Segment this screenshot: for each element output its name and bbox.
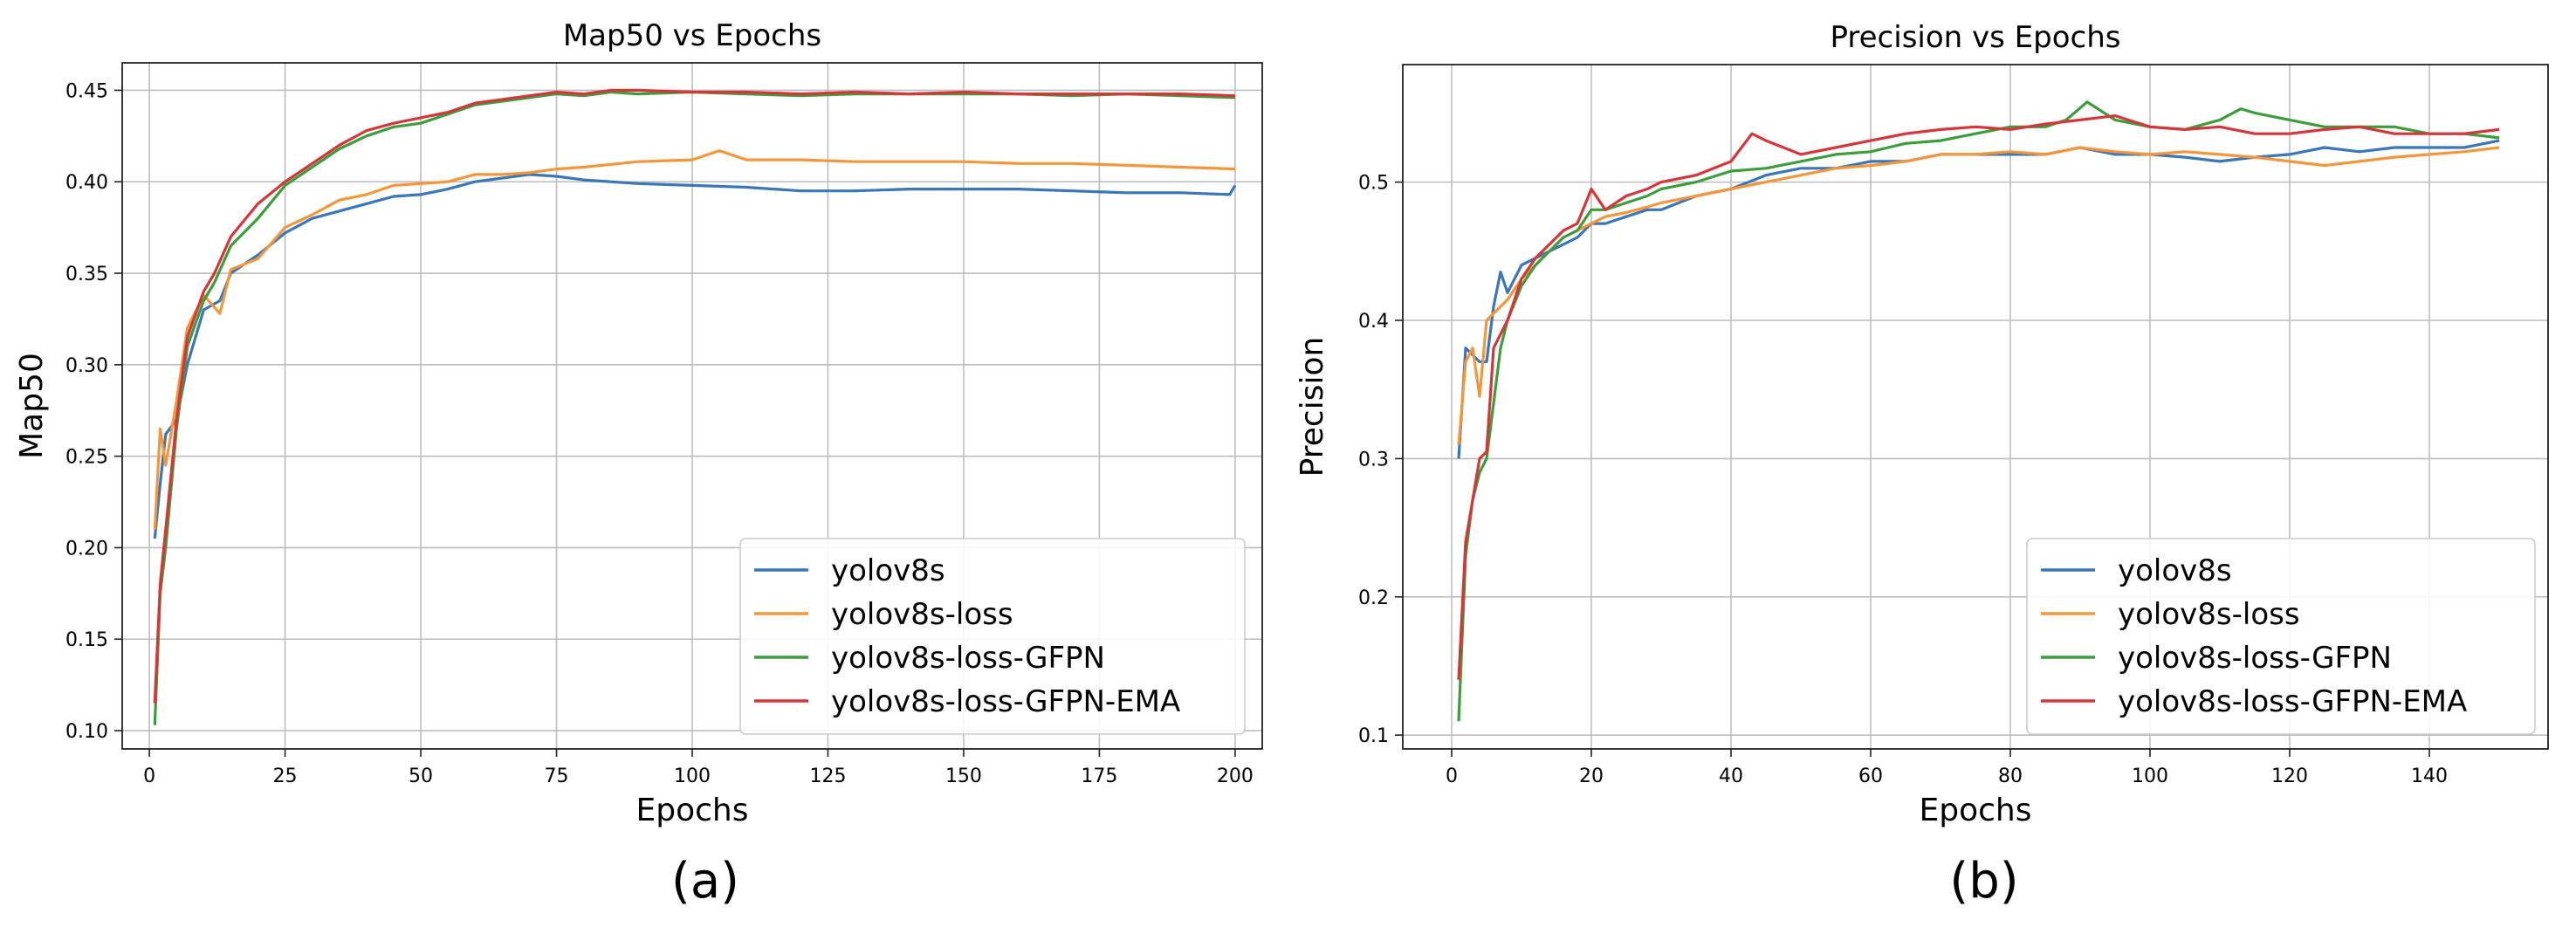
series-line-yolov8s-loss-GFPN-EMA <box>1457 114 2500 680</box>
x-axis-label: Epochs <box>1920 793 2032 828</box>
legend-entry: yolov8s-loss-GFPN-EMA <box>831 684 1180 719</box>
series-lines <box>1457 100 2500 722</box>
figure-caption-b: (b) <box>1949 853 2018 910</box>
legend-entry: yolov8s <box>831 553 945 588</box>
y-tick-label: 0.30 <box>65 355 108 377</box>
x-axis-label: Epochs <box>636 793 749 828</box>
x-tick-label: 0 <box>143 766 155 787</box>
x-tick-label: 200 <box>1217 766 1254 787</box>
y-tick-label: 0.45 <box>65 80 108 102</box>
legend-entry: yolov8s-loss-GFPN <box>2118 641 2392 676</box>
legend-box <box>2026 538 2536 735</box>
legend: yolov8s yolov8s-loss yolov8s-loss-GFPN yolo… <box>739 538 1246 735</box>
y-tick-label: 0.4 <box>1358 311 1389 333</box>
x-tick-label: 100 <box>674 766 711 787</box>
y-tick-label: 0.1 <box>1358 725 1389 747</box>
series-line-yolov8s-loss-GFPN-EMA <box>153 88 1235 704</box>
series-lines <box>153 88 1237 725</box>
y-tick-label: 0.15 <box>65 629 108 651</box>
x-tick-label: 60 <box>1858 766 1883 787</box>
x-tick-label: 120 <box>2271 766 2308 787</box>
y-tick-label: 0.25 <box>65 447 108 469</box>
x-tick-label: 25 <box>273 766 298 787</box>
legend-entry: yolov8s <box>2118 553 2232 588</box>
legend-box <box>739 538 1246 735</box>
y-tick-label: 0.40 <box>65 172 108 194</box>
chart-map50: 0 25 50 75 100 125 150 175 200 0.10 0.15 0.20 0.25 0.… <box>14 18 1263 910</box>
x-tick-label: 0 <box>1446 766 1458 787</box>
legend-entry: yolov8s-loss <box>2118 597 2300 632</box>
y-axis-label: Map50 <box>14 353 50 459</box>
chart-title: Map50 vs Epochs <box>563 18 821 53</box>
y-tick-label: 0.35 <box>65 264 108 285</box>
series-line-yolov8s-loss <box>1457 146 2500 445</box>
x-tick-label: 75 <box>545 766 569 787</box>
y-tick-label: 0.5 <box>1358 173 1389 195</box>
x-tick-label: 50 <box>409 766 433 787</box>
axis-ticks: 0 25 50 75 100 125 150 175 200 0.10 0.15 0.20 0.25 0.… <box>65 80 1254 787</box>
y-tick-label: 0.10 <box>65 721 108 743</box>
series-line-yolov8s <box>153 173 1237 539</box>
x-tick-label: 140 <box>2411 766 2448 787</box>
series-line-yolov8s <box>1457 139 2500 459</box>
y-tick-label: 0.2 <box>1358 587 1389 609</box>
series-line-yolov8s-loss <box>153 149 1235 530</box>
legend: yolov8s yolov8s-loss yolov8s-loss-GFPN yolo… <box>2026 538 2536 735</box>
x-tick-label: 125 <box>809 766 846 787</box>
plot-frame <box>1402 64 2549 750</box>
figure-caption-a: (a) <box>671 853 739 910</box>
chart-precision: 0 20 40 60 80 100 120 140 0.1 0.2 0.3 0.4 0.5 Precis… <box>1295 20 2549 910</box>
y-tick-label: 0.3 <box>1358 449 1389 470</box>
y-tick-label: 0.20 <box>65 538 108 560</box>
y-axis-label: Precision <box>1295 337 1330 477</box>
grid-lines <box>122 63 1262 749</box>
legend-entry: yolov8s-loss-GFPN <box>831 641 1105 676</box>
legend-entry: yolov8s-loss-GFPN-EMA <box>2118 684 2467 719</box>
x-tick-label: 40 <box>1719 766 1743 787</box>
x-tick-label: 100 <box>2132 766 2168 787</box>
x-tick-label: 175 <box>1081 766 1117 787</box>
x-tick-label: 20 <box>1579 766 1604 787</box>
x-tick-label: 80 <box>1998 766 2023 787</box>
chart-title: Precision vs Epochs <box>1831 20 2121 55</box>
x-tick-label: 150 <box>945 766 982 787</box>
legend-entry: yolov8s-loss <box>831 597 1013 632</box>
axis-ticks: 0 20 40 60 80 100 120 140 0.1 0.2 0.3 0.4 0.5 <box>1358 173 2448 787</box>
